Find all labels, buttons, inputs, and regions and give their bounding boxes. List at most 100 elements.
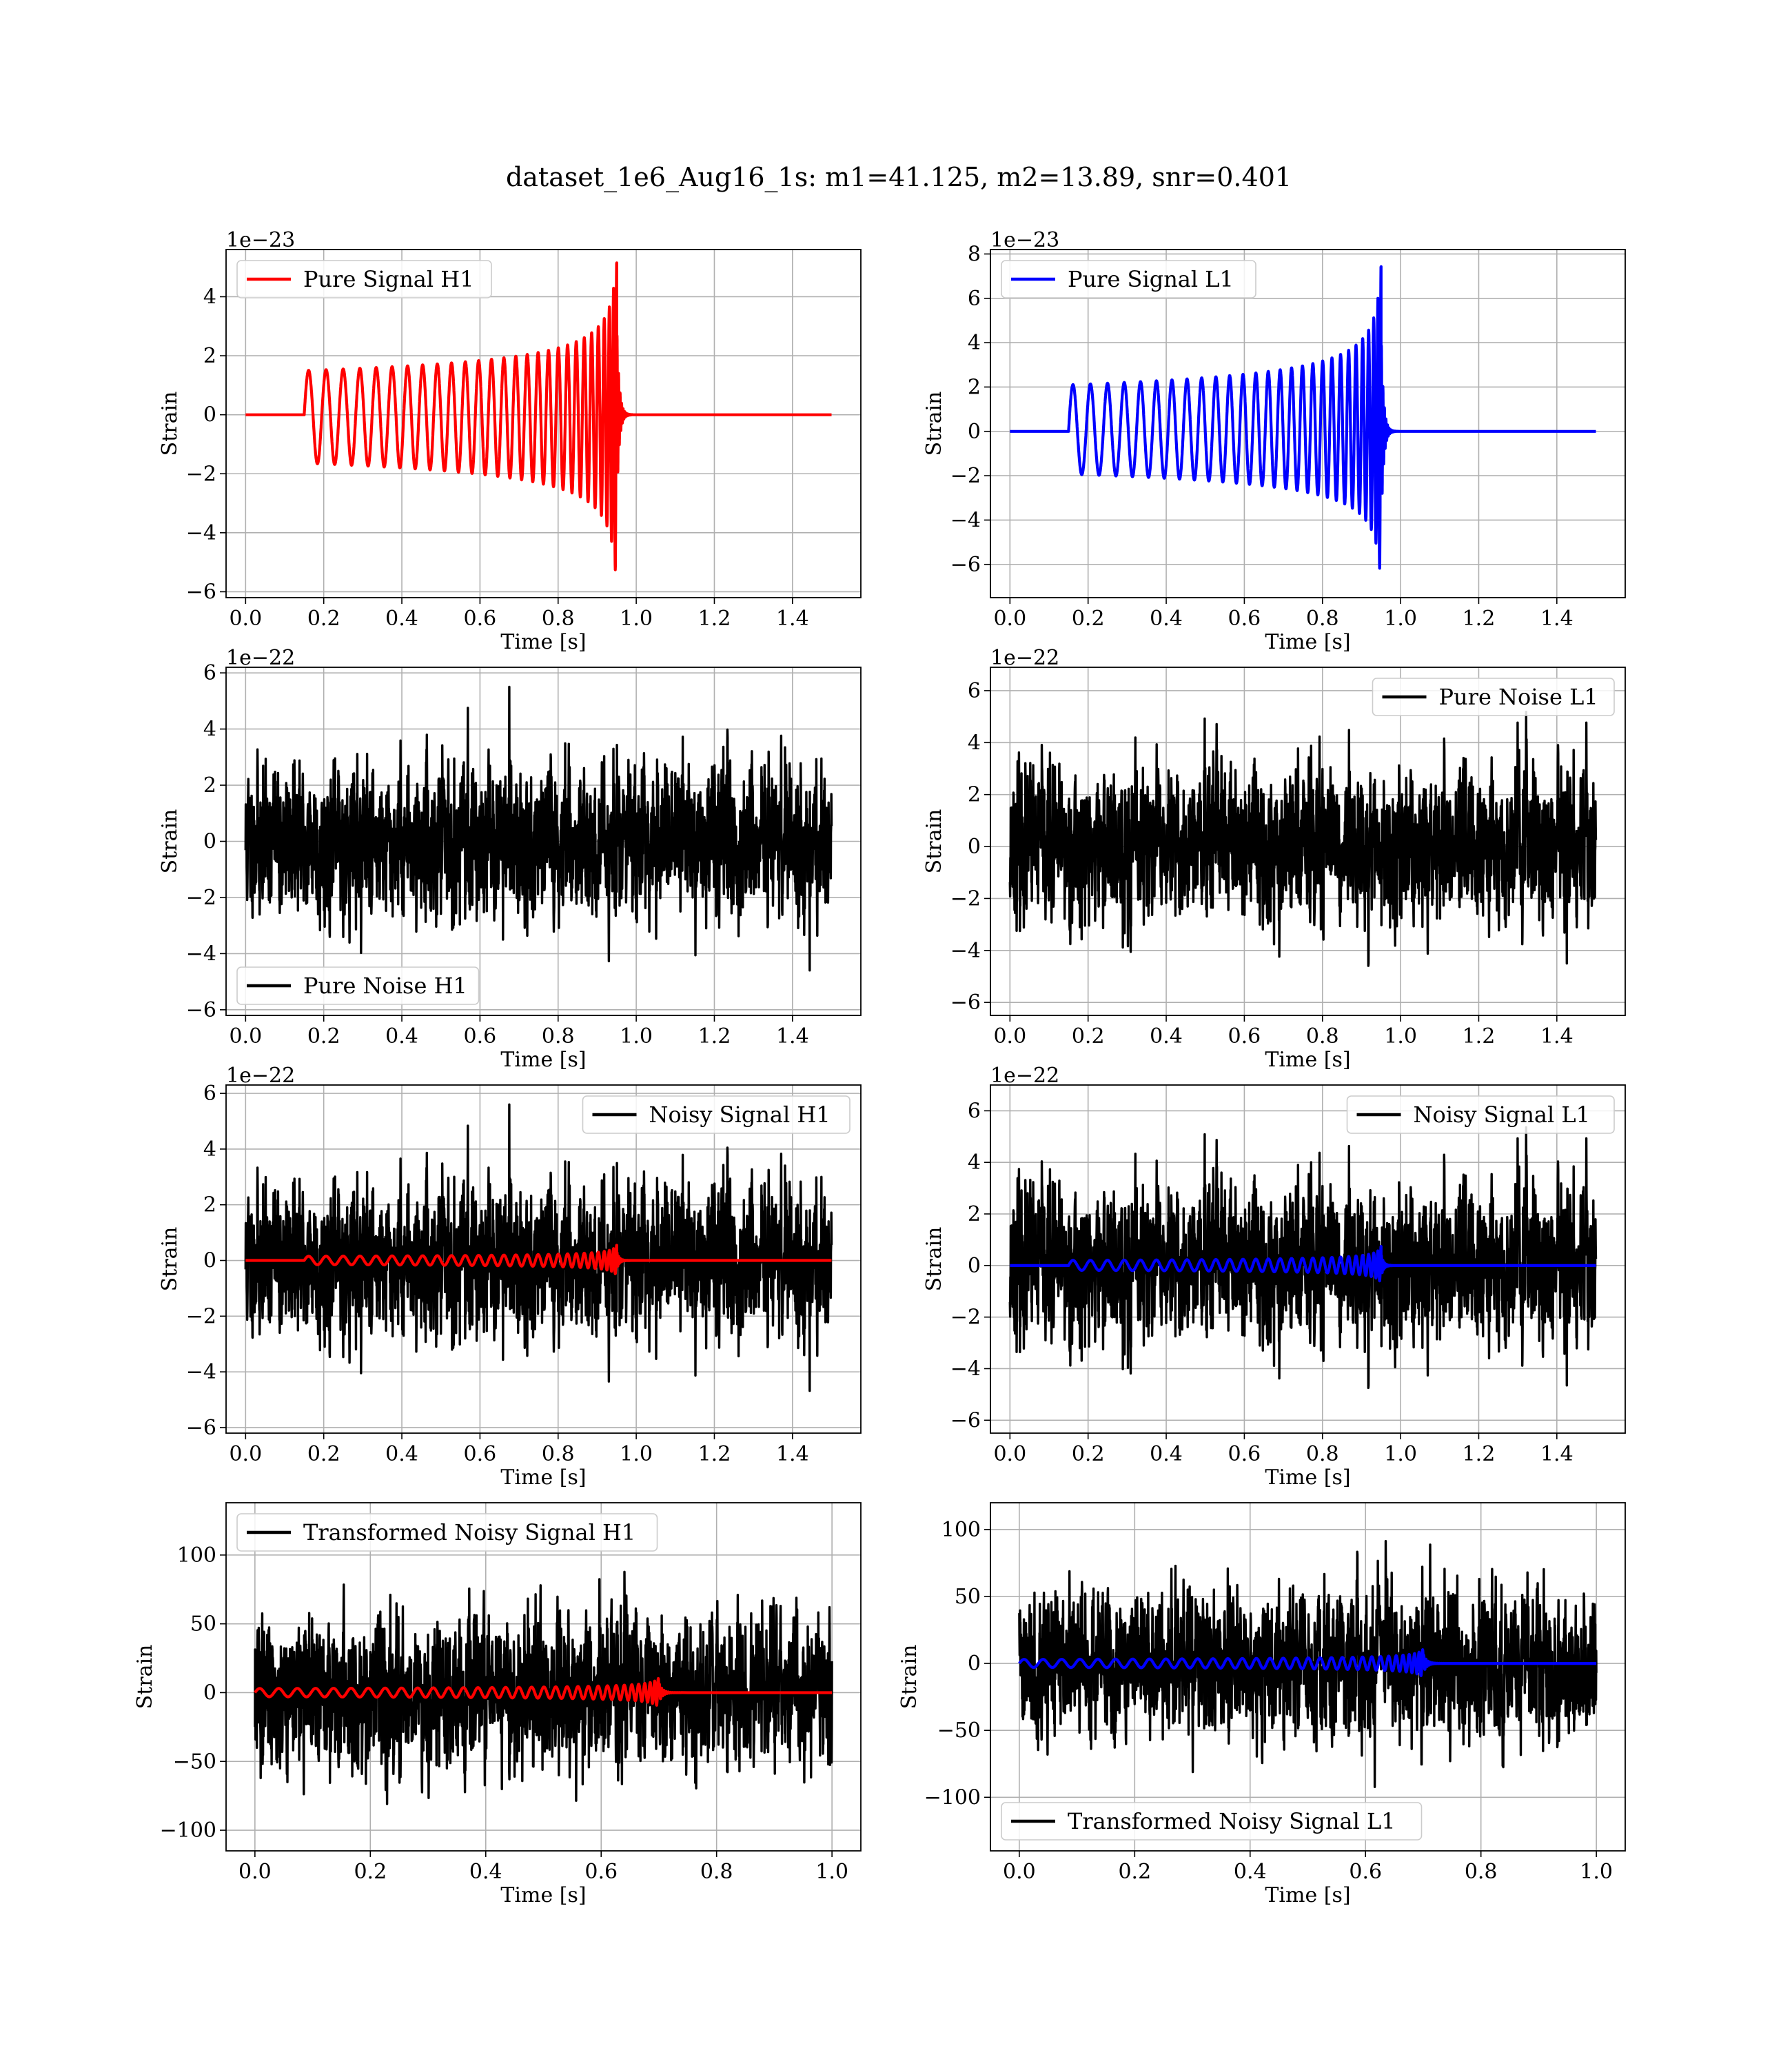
y-tick-label: 4 <box>968 1150 981 1175</box>
x-tick-label: 0.0 <box>229 1442 262 1466</box>
y-tick-label: −6 <box>186 998 216 1022</box>
x-tick-label: 1.2 <box>698 1442 731 1466</box>
y-tick-label: −4 <box>186 942 216 966</box>
x-axis-label: Time [s] <box>500 1883 586 1907</box>
y-tick-label: 50 <box>190 1612 216 1636</box>
y-tick-label: 0 <box>203 1681 216 1705</box>
x-tick-label: 0.8 <box>1306 1024 1339 1048</box>
x-tick-label: 1.0 <box>620 607 653 631</box>
x-tick-label: 0.0 <box>229 607 262 631</box>
y-tick-label: 2 <box>203 1193 216 1217</box>
x-tick-label: 0.6 <box>1228 1024 1261 1048</box>
x-tick-label: 0.2 <box>307 607 340 631</box>
x-tick-label: 1.0 <box>1384 607 1417 631</box>
x-tick-label: 0.0 <box>993 1442 1026 1466</box>
series-line-chirp-overlay <box>1010 1245 1596 1283</box>
y-tick-label: −100 <box>924 1785 981 1810</box>
y-tick-label: 2 <box>203 344 216 368</box>
y-tick-label: 0 <box>968 420 981 444</box>
y-tick-label: −2 <box>186 1304 216 1328</box>
legend-box <box>1346 1095 1615 1134</box>
series-layer <box>1018 1540 1598 1788</box>
x-tick-label: 1.0 <box>1384 1442 1417 1466</box>
series-line-chirp-overlay <box>1018 1648 1597 1677</box>
axis-offset-text: 1e−23 <box>226 228 295 252</box>
x-tick-label: 0.2 <box>307 1024 340 1048</box>
y-tick-label: 4 <box>203 1137 216 1162</box>
y-tick-label: 6 <box>968 1099 981 1123</box>
x-tick-label: 0.6 <box>1228 607 1261 631</box>
subplot-pure-signal-l1: 0.0 0.2 0.4 0.6 0.8 1.0 1.2 1.4 −6 −4 −2 0 2 4 6 8 Time … <box>922 228 1626 654</box>
y-tick-label: 0 <box>203 1249 216 1273</box>
legend-box <box>236 966 480 1005</box>
y-axis-label: Strain <box>158 1227 182 1292</box>
subplot-noisy-signal-l1: 0.0 0.2 0.4 0.6 0.8 1.0 1.2 1.4 −6 −4 −2 0 2 4 6 Time [… <box>922 1064 1626 1490</box>
x-tick-label: 0.0 <box>229 1024 262 1048</box>
series-line-chirp-overlay <box>245 1244 832 1275</box>
x-axis-label: Time [s] <box>1265 630 1350 654</box>
y-tick-label: 0 <box>203 403 216 427</box>
series-line-pure-signal-l1 <box>1010 265 1596 570</box>
y-tick-label: 0 <box>968 835 981 859</box>
series-line-noisy-signal-h1 <box>244 1103 833 1392</box>
subplot-pure-signal-h1: 0.0 0.2 0.4 0.6 0.8 1.0 1.2 1.4 −6 −4 −2 0 2 4 Time [s… <box>158 228 862 654</box>
y-axis-label: Strain <box>158 809 182 874</box>
series-line-pure-noise-l1 <box>1008 711 1598 967</box>
x-tick-label: 0.4 <box>469 1860 502 1884</box>
x-tick-label: 1.0 <box>620 1024 653 1048</box>
x-tick-label: 1.4 <box>776 1442 809 1466</box>
y-tick-label: −6 <box>186 580 216 604</box>
axis-offset-text: 1e−22 <box>990 1064 1059 1088</box>
y-axis-label: Strain <box>897 1645 922 1710</box>
x-axis-label: Time [s] <box>500 630 586 654</box>
x-tick-label: 0.6 <box>464 607 497 631</box>
y-tick-label: −2 <box>950 1306 981 1330</box>
x-tick-label: 0.6 <box>1228 1442 1261 1466</box>
legend-label: Pure Noise H1 <box>303 973 467 999</box>
x-tick-label: 0.4 <box>385 607 418 631</box>
y-tick-label: 2 <box>203 773 216 798</box>
y-tick-label: 4 <box>203 718 216 742</box>
x-axis-label: Time [s] <box>1265 1048 1350 1072</box>
series-layer <box>1008 1126 1598 1390</box>
y-tick-label: 100 <box>177 1543 216 1568</box>
legend-box <box>1001 260 1256 298</box>
x-tick-label: 0.0 <box>1003 1860 1036 1884</box>
x-tick-label: 0.2 <box>1072 1024 1105 1048</box>
x-tick-label: 0.8 <box>1465 1860 1498 1884</box>
y-tick-label: −100 <box>160 1818 216 1843</box>
axis-offset-text: 1e−22 <box>226 646 295 670</box>
legend: Transformed Noisy Signal L1 <box>1001 1802 1423 1841</box>
axes-frame <box>990 249 1626 598</box>
y-axis-label: Strain <box>133 1645 157 1710</box>
y-tick-label: −50 <box>173 1750 216 1774</box>
axes-frame <box>225 1084 862 1434</box>
series-line-pure-noise-h1 <box>244 685 833 972</box>
subplot-transformed-noisy-signal-l1: 0.0 0.2 0.4 0.6 0.8 1.0 −100 −50 0 50 100 Time [s] S… <box>897 1502 1626 1907</box>
legend-label: Pure Signal H1 <box>303 266 474 292</box>
y-tick-label: 8 <box>968 242 981 266</box>
y-tick-label: −4 <box>950 508 981 532</box>
x-tick-label: 1.0 <box>1384 1024 1417 1048</box>
series-line-transformed-noisy-signal-h1 <box>254 1570 833 1805</box>
x-tick-label: 0.4 <box>1150 1024 1183 1048</box>
axes-frame <box>990 1084 1626 1434</box>
legend-box <box>236 260 492 298</box>
y-tick-label: −6 <box>950 991 981 1015</box>
axes-frame <box>225 249 862 598</box>
x-tick-label: 1.0 <box>620 1442 653 1466</box>
x-tick-label: 0.2 <box>354 1860 387 1884</box>
x-tick-label: 0.6 <box>464 1442 497 1466</box>
y-tick-label: 4 <box>968 331 981 355</box>
legend-label: Pure Noise L1 <box>1439 684 1598 710</box>
y-tick-label: 6 <box>968 287 981 311</box>
x-tick-label: 1.4 <box>776 1024 809 1048</box>
legend-label: Transformed Noisy Signal L1 <box>1068 1808 1396 1834</box>
legend-box <box>236 1513 658 1552</box>
y-tick-label: 0 <box>968 1652 981 1676</box>
legend-label: Pure Signal L1 <box>1068 266 1234 292</box>
x-tick-label: 0.0 <box>238 1860 272 1884</box>
legend-box <box>582 1095 851 1134</box>
plot-area <box>990 250 1625 598</box>
y-tick-label: −6 <box>950 553 981 577</box>
